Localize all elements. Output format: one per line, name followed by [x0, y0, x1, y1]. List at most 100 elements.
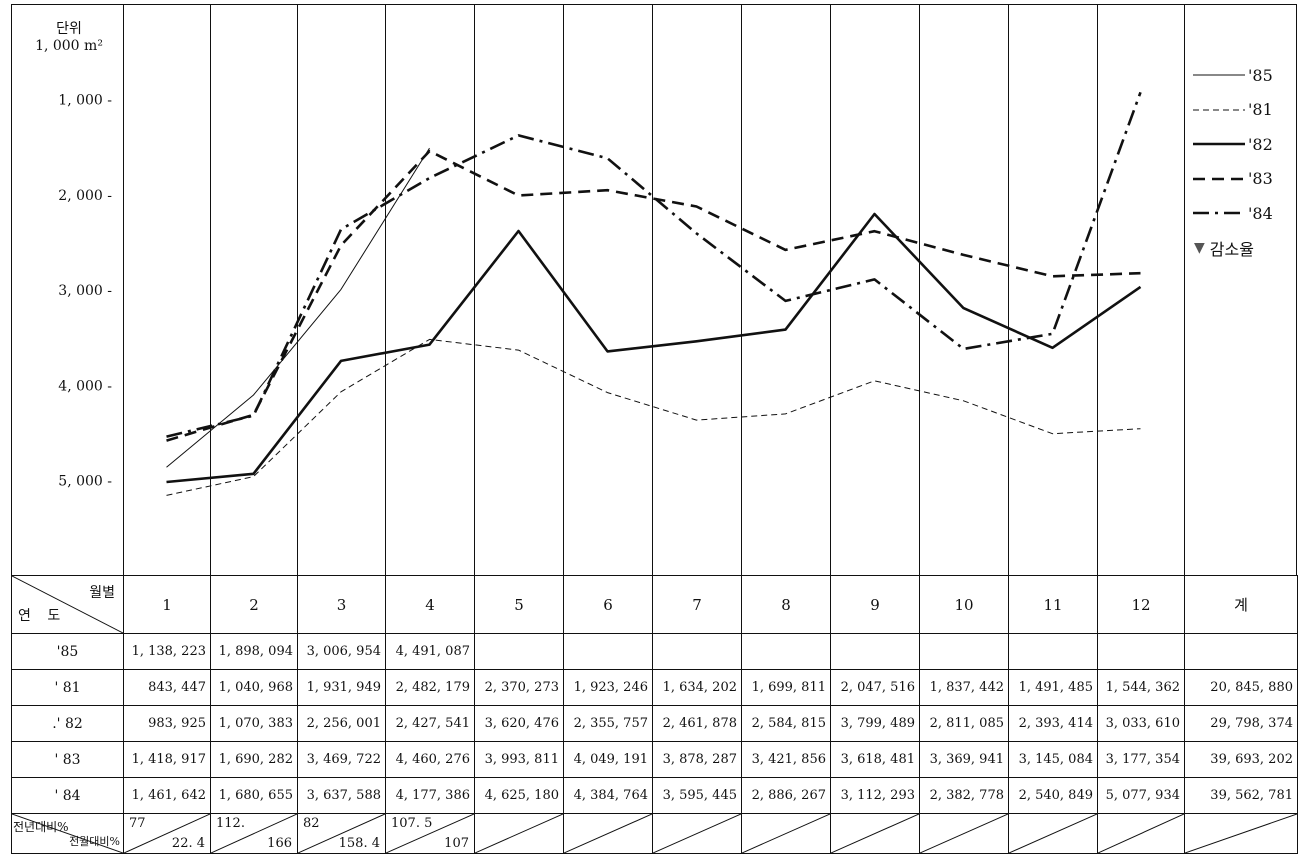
table-row: '85 1, 138, 223 1, 898, 094 3, 006, 954 4, 4… — [11, 633, 1298, 670]
percent-cell — [1184, 813, 1298, 854]
legend-item: '82 — [1192, 127, 1296, 162]
table-header-row: 월별 연 도 1 2 3 4 5 6 7 8 9 10 11 12 계 — [11, 575, 1298, 634]
data-cell: 983, 925 — [123, 705, 211, 742]
legend-item: ▼ 감소율 — [1192, 231, 1296, 266]
month-header: 9 — [830, 575, 920, 634]
legend-swatch — [1193, 109, 1245, 111]
data-cell: 3, 618, 481 — [830, 741, 920, 778]
data-cell: 1, 680, 655 — [210, 777, 298, 814]
legend-item: '84 — [1192, 196, 1296, 231]
year-label: ' 81 — [11, 669, 124, 706]
legend-item: '81 — [1192, 93, 1296, 128]
data-cell: 3, 799, 489 — [830, 705, 920, 742]
legend-item: '85 — [1192, 58, 1296, 93]
data-cell: 2, 886, 267 — [741, 777, 831, 814]
data-cell — [1008, 633, 1098, 670]
percent-cell — [474, 813, 564, 854]
data-cell: 3, 469, 722 — [297, 741, 386, 778]
data-cell: 1, 491, 485 — [1008, 669, 1098, 706]
table-row: ' 81 843, 447 1, 040, 968 1, 931, 949 2, 482… — [11, 669, 1298, 706]
mom-value: 107 — [444, 836, 469, 851]
data-cell — [652, 633, 742, 670]
percent-cell: 107. 5 107 — [385, 813, 475, 854]
year-label: ' 83 — [11, 741, 124, 778]
data-cell: 1, 898, 094 — [210, 633, 298, 670]
data-cell: 3, 637, 588 — [297, 777, 386, 814]
legend-swatch — [1193, 211, 1245, 215]
mom-label: 전월대비% — [69, 835, 120, 848]
legend-swatch — [1193, 177, 1245, 181]
month-header: 12 — [1097, 575, 1185, 634]
month-header: 4 — [385, 575, 475, 634]
data-cell: 2, 047, 516 — [830, 669, 920, 706]
month-header: 10 — [919, 575, 1009, 634]
data-cell: 4, 460, 276 — [385, 741, 475, 778]
percent-cell — [1008, 813, 1098, 854]
data-cell: 3, 177, 354 — [1097, 741, 1185, 778]
month-header: 5 — [474, 575, 564, 634]
legend-label: 감소율 — [1209, 239, 1254, 259]
y-tick-label: 4, 000 - — [58, 378, 112, 394]
chart-frame — [11, 4, 1297, 576]
legend-label: '82 — [1248, 134, 1273, 154]
percent-cell: 112. 166 — [210, 813, 298, 854]
percent-cell — [830, 813, 920, 854]
y-tick-label: 1, 000 - — [58, 93, 112, 109]
total-cell: 39, 562, 781 — [1184, 777, 1298, 814]
data-cell: 3, 145, 084 — [1008, 741, 1098, 778]
data-cell: 1, 070, 383 — [210, 705, 298, 742]
data-cell: 3, 112, 293 — [830, 777, 920, 814]
legend-swatch — [1193, 74, 1245, 76]
y-tick-label: 3, 000 - — [58, 283, 112, 299]
series-line-dash — [166, 149, 1141, 442]
month-header: 11 — [1008, 575, 1098, 634]
series-line-thin-dash — [166, 338, 1141, 496]
data-cell — [741, 633, 831, 670]
corner-header-cell: 월별 연 도 — [11, 575, 124, 634]
total-cell: 29, 798, 374 — [1184, 705, 1298, 742]
data-cell: 3, 620, 476 — [474, 705, 564, 742]
data-cell — [830, 633, 920, 670]
data-cell: 1, 544, 362 — [1097, 669, 1185, 706]
data-cell: 3, 006, 954 — [297, 633, 386, 670]
table-row: ' 84 1, 461, 642 1, 680, 655 3, 637, 588 4, … — [11, 777, 1298, 814]
data-cell: 2, 256, 001 — [297, 705, 386, 742]
data-cell: 843, 447 — [123, 669, 211, 706]
mom-value: 158. 4 — [338, 836, 380, 851]
data-cell: 1, 040, 968 — [210, 669, 298, 706]
mom-value: 22. 4 — [171, 836, 205, 851]
data-cell: 1, 138, 223 — [123, 633, 211, 670]
month-header: 3 — [297, 575, 386, 634]
percent-cell — [652, 813, 742, 854]
total-cell: 20, 845, 880 — [1184, 669, 1298, 706]
data-cell: 5, 077, 934 — [1097, 777, 1185, 814]
percent-cell — [919, 813, 1009, 854]
data-cell: 1, 461, 642 — [123, 777, 211, 814]
data-cell — [474, 633, 564, 670]
data-cell: 2, 427, 541 — [385, 705, 475, 742]
month-header: 6 — [563, 575, 653, 634]
percent-cell — [563, 813, 653, 854]
yoy-value: 107. 5 — [391, 816, 433, 831]
year-label: '85 — [11, 633, 124, 670]
data-cell: 1, 923, 246 — [563, 669, 653, 706]
y-tick-label: 2, 000 - — [58, 188, 112, 204]
series-line-thin — [166, 147, 430, 468]
data-cell — [563, 633, 653, 670]
data-cell: 1, 931, 949 — [297, 669, 386, 706]
triangle-icon: ▼ — [1194, 239, 1205, 256]
data-cell: 2, 393, 414 — [1008, 705, 1098, 742]
unit-label-line1: 단위 — [56, 21, 82, 37]
data-cell: 2, 540, 849 — [1008, 777, 1098, 814]
percent-cell — [1097, 813, 1185, 854]
data-cell: 2, 461, 878 — [652, 705, 742, 742]
total-header: 계 — [1184, 575, 1298, 634]
data-cell: 1, 418, 917 — [123, 741, 211, 778]
percent-row: 전년대비% 전월대비% 77 22. 4 112. 166 82 158. 4 107. 5 10… — [11, 813, 1298, 854]
data-cell: 1, 837, 442 — [919, 669, 1009, 706]
data-cell: 2, 482, 179 — [385, 669, 475, 706]
mom-value: 166 — [267, 836, 292, 851]
data-cell: 1, 699, 811 — [741, 669, 831, 706]
data-cell: 3, 369, 941 — [919, 741, 1009, 778]
